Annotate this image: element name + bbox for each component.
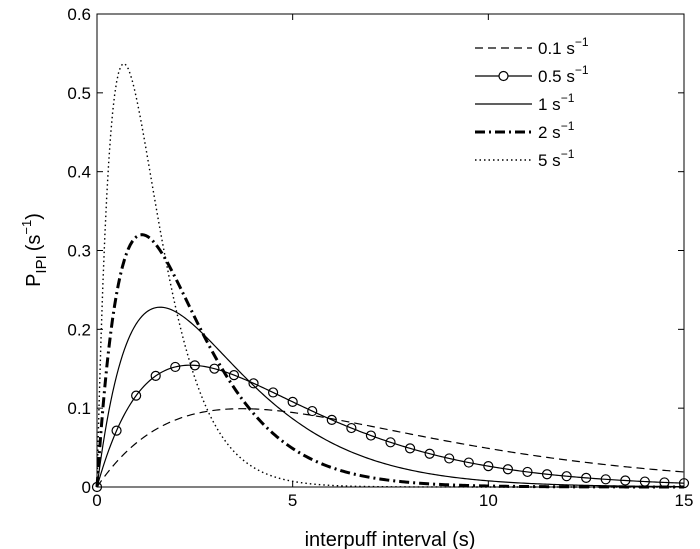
x-tick-label: 10 — [479, 491, 498, 510]
plot-area — [97, 14, 684, 487]
x-axis-label: interpuff interval (s) — [305, 529, 476, 549]
y-axis-label-sub: IPI — [33, 255, 50, 273]
x-tick-label: 0 — [92, 491, 101, 510]
x-tick-label: 5 — [288, 491, 297, 510]
y-tick-label: 0.2 — [67, 320, 91, 339]
y-tick-label: 0 — [82, 478, 91, 497]
y-tick-label: 0.5 — [67, 84, 91, 103]
y-tick-label: 0.1 — [67, 399, 91, 418]
y-axis-label-close: ) — [23, 213, 45, 220]
y-axis-label-main: P — [23, 274, 45, 287]
svg-text:PIPI(s−1): PIPI (s−1) — [19, 213, 50, 287]
y-tick-label: 0.3 — [67, 242, 91, 261]
y-axis-label: PIPI (s−1) — [19, 213, 50, 287]
y-tick-label: 0.4 — [67, 163, 91, 182]
y-tick-label: 0.6 — [67, 5, 91, 24]
x-tick-label: 15 — [675, 491, 694, 510]
legend-marker — [499, 72, 508, 81]
y-axis-label-sup: −1 — [19, 220, 34, 235]
y-axis-label-unit: (s — [23, 235, 45, 252]
